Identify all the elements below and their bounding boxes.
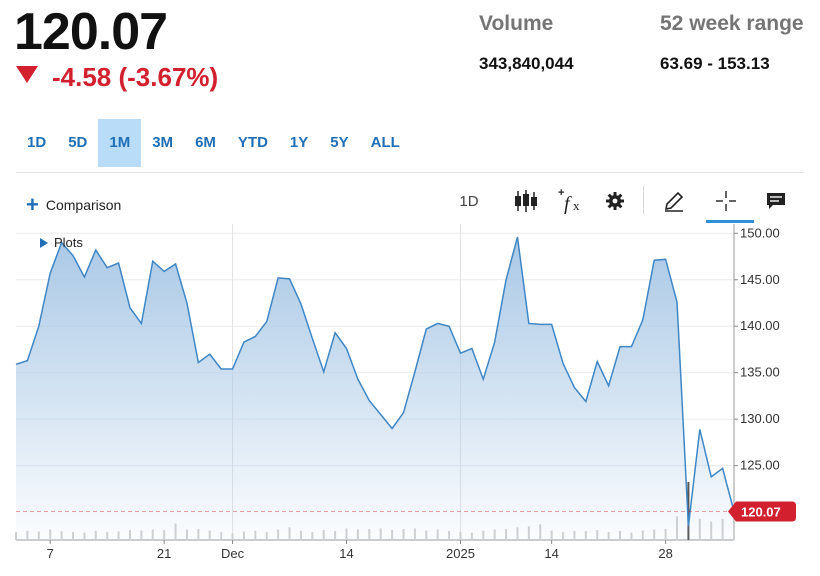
range-label: 52 week range [660, 12, 804, 35]
range-button-all[interactable]: ALL [370, 134, 400, 151]
candlestick-icon[interactable] [512, 186, 540, 216]
interval-button[interactable]: 1D [459, 192, 479, 210]
y-tick-label: 135.00 [740, 365, 780, 380]
x-tick-label: 14 [544, 546, 558, 561]
svg-text:x: x [573, 198, 580, 213]
crosshair-icon[interactable] [712, 186, 740, 216]
svg-text:f: f [564, 193, 572, 214]
x-tick-label: 14 [339, 546, 353, 561]
crosshair-active-indicator [706, 220, 754, 223]
toolbar-divider [16, 172, 804, 173]
toolbar-separator [643, 186, 644, 214]
y-tick-label: 150.00 [740, 225, 780, 240]
last-price-badge-label: 120.07 [741, 504, 781, 519]
expand-triangle-icon [40, 237, 48, 248]
price-line [15, 236, 735, 527]
range-button-1d[interactable]: 1D [27, 134, 47, 151]
range-button-ytd[interactable]: YTD [237, 134, 268, 151]
comparison-button[interactable]: + Comparison [26, 194, 121, 216]
range-button-1y[interactable]: 1Y [289, 134, 309, 151]
volume-value: 343,840,044 [479, 54, 574, 73]
range-button-5y[interactable]: 5Y [330, 134, 349, 151]
y-tick-label: 125.00 [740, 458, 780, 473]
range-button-1m[interactable]: 1M [98, 119, 142, 167]
last-price: 120.07 [14, 3, 168, 61]
annotation-icon[interactable] [762, 186, 790, 216]
y-tick-label: 130.00 [740, 411, 780, 426]
comparison-label: Comparison [45, 197, 122, 213]
gear-icon[interactable] [602, 186, 628, 216]
plots-toggle[interactable]: Plots [40, 235, 83, 250]
price-change-value: -4.58 (-3.67%) [52, 62, 219, 92]
price-area [16, 237, 734, 540]
price-change: -4.58 (-3.67%) [16, 62, 218, 93]
last-price-badge [728, 501, 796, 522]
range-button-5d[interactable]: 5D [68, 134, 88, 151]
down-arrow-icon [16, 66, 38, 83]
pencil-icon[interactable] [660, 186, 688, 216]
svg-text:+: + [558, 188, 564, 199]
volume-bar [687, 482, 690, 540]
x-tick-label: 2025 [446, 546, 475, 561]
y-tick-label: 140.00 [740, 318, 780, 333]
x-tick-label: Dec [221, 546, 245, 561]
x-tick-label: 7 [47, 546, 54, 561]
range-button-6m[interactable]: 6M [195, 134, 216, 151]
time-range-selector: 1D 5D 1M 3M 6M YTD 1Y 5Y ALL [16, 119, 411, 167]
x-tick-label: 21 [157, 546, 171, 561]
range-button-3m[interactable]: 3M [152, 134, 174, 151]
plus-icon: + [26, 192, 39, 217]
plots-label: Plots [54, 235, 83, 250]
x-tick-label: 28 [658, 546, 672, 561]
y-tick-label: 145.00 [740, 272, 780, 287]
volume-label: Volume [479, 12, 554, 35]
range-value: 63.69 - 153.13 [660, 54, 770, 73]
fx-indicator-icon[interactable]: + f x [556, 186, 584, 216]
